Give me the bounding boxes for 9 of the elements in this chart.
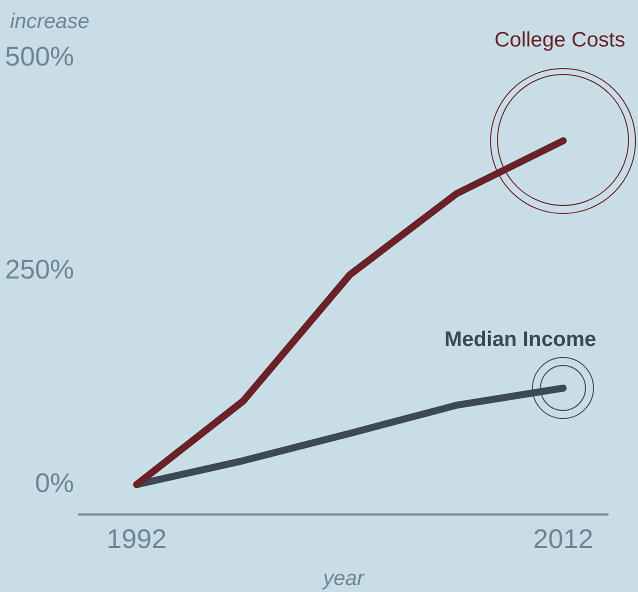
y-axis-title: increase — [10, 10, 90, 34]
y-tick-label: 0% — [35, 468, 74, 498]
y-tick-label: 500% — [4, 41, 74, 72]
y-tick-label: 250% — [4, 254, 74, 285]
text: Median Income — [444, 328, 596, 351]
x-tick-label: 1992 — [106, 524, 167, 554]
x-axis-title: year — [321, 567, 365, 590]
text: College Costs — [494, 28, 626, 52]
x-tick-label: 2012 — [533, 524, 594, 554]
